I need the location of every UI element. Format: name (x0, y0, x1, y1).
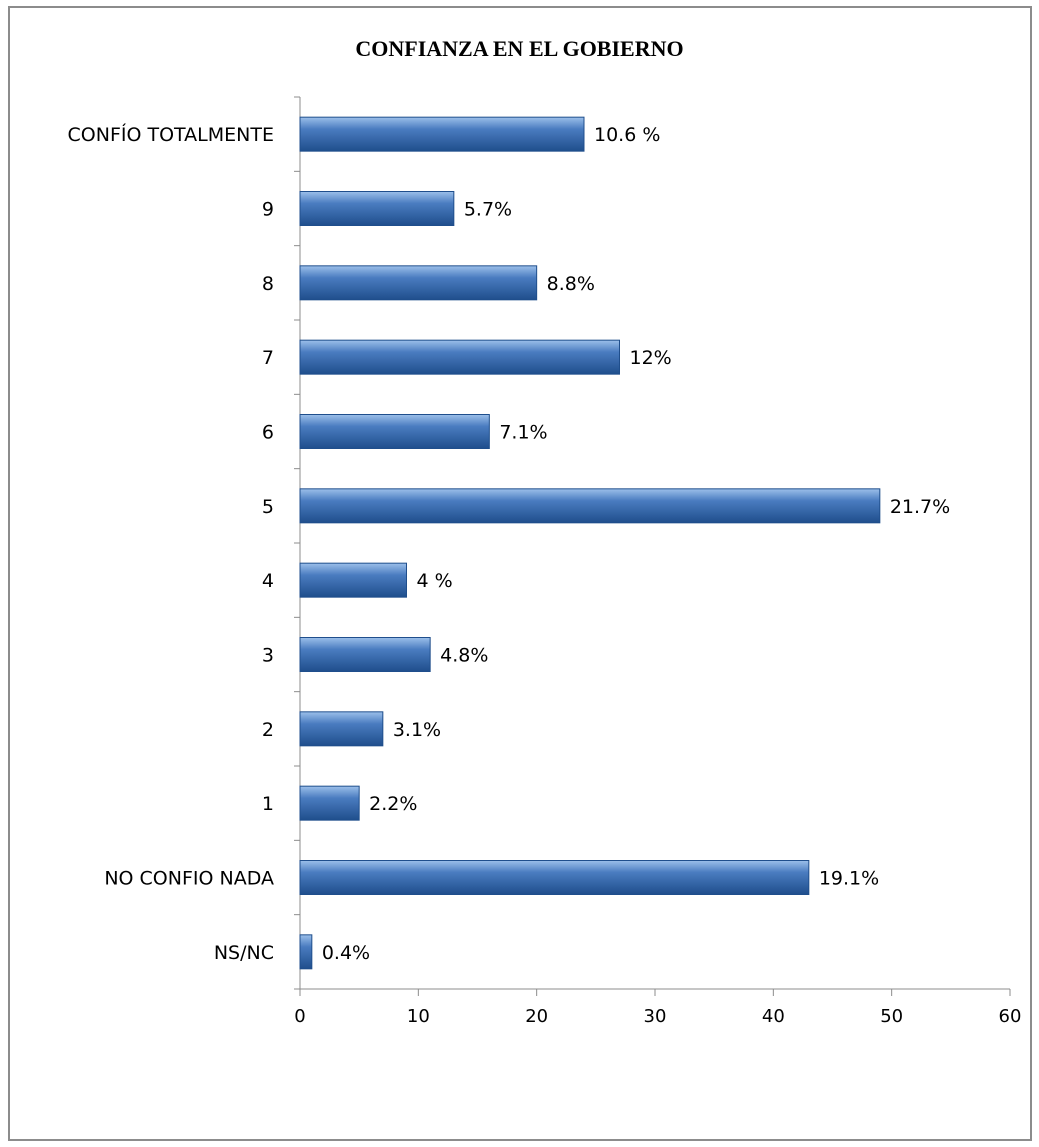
x-tick-label: 50 (880, 1006, 903, 1027)
bar (299, 414, 490, 449)
category-label: 1 (262, 793, 274, 815)
bar (299, 339, 620, 375)
bars (299, 116, 881, 970)
category-label: 9 (262, 199, 274, 221)
category-label: CONFÍO TOTALMENTE (68, 123, 274, 146)
data-label: 21.7% (890, 496, 950, 518)
data-label: 2.2% (369, 793, 417, 815)
bar (299, 191, 455, 226)
x-tick-label: 20 (525, 1006, 548, 1027)
category-label: 6 (262, 422, 274, 444)
category-label: 5 (262, 496, 274, 518)
data-label: 4.8% (440, 645, 488, 667)
bar (299, 785, 360, 821)
chart-title: CONFIANZA EN EL GOBIERNO (355, 36, 684, 61)
data-label: 19.1% (819, 868, 879, 890)
bar (299, 562, 407, 598)
data-label: 8.8% (547, 273, 595, 295)
data-label: 12% (630, 347, 672, 369)
x-tick-label: 60 (999, 1006, 1022, 1027)
category-label: 2 (262, 719, 274, 741)
bar (299, 265, 538, 301)
category-label: 3 (262, 645, 274, 667)
bar (299, 116, 585, 152)
category-label: 7 (262, 347, 274, 369)
data-label: 4 % (417, 570, 453, 592)
x-tick-label: 40 (762, 1006, 785, 1027)
bar (299, 711, 384, 747)
bar (299, 934, 313, 970)
bar (299, 860, 810, 895)
data-label: 10.6 % (594, 124, 660, 146)
data-label: 3.1% (393, 719, 441, 741)
data-label: 7.1% (499, 422, 547, 444)
category-label: 8 (262, 273, 274, 295)
data-label: 5.7% (464, 199, 512, 221)
chart-frame (8, 6, 1032, 1141)
x-tick-label: 10 (407, 1006, 430, 1027)
data-label: 0.4% (322, 942, 370, 964)
labels: 0 10 20 30 40 50 60 CONFÍO TOTALMENTE 10.6 % 9 5.7… (68, 123, 1022, 1027)
bar (299, 488, 881, 524)
axes (294, 96, 1011, 996)
category-label: NS/NC (214, 942, 274, 964)
category-label: NO CONFIO NADA (104, 868, 274, 890)
x-tick-label: 30 (644, 1006, 667, 1027)
x-tick-label: 0 (294, 1006, 305, 1027)
bar (299, 637, 431, 672)
category-label: 4 (262, 570, 274, 592)
